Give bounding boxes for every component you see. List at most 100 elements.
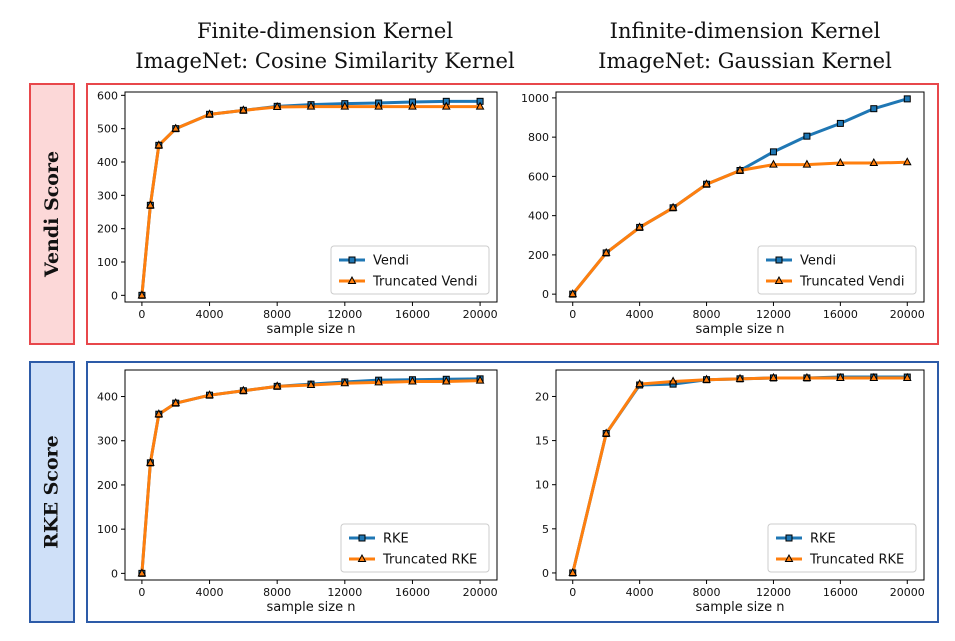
- data-point-triangle: [306, 101, 316, 110]
- data-point-triangle: [475, 101, 485, 110]
- x-tick-label: 8000: [693, 308, 721, 321]
- data-point-triangle: [441, 101, 451, 110]
- data-point-square: [769, 148, 777, 156]
- legend-label: Truncated RKE: [382, 553, 477, 568]
- data-point-triangle: [568, 567, 578, 576]
- legend-label: Truncated RKE: [809, 553, 904, 568]
- y-tick-label: 400: [97, 391, 118, 404]
- data-point-triangle: [306, 379, 316, 389]
- data-point-triangle: [146, 200, 155, 209]
- data-point-triangle: [171, 123, 181, 132]
- x-tick-label: 0: [569, 308, 576, 321]
- data-point-triangle: [340, 378, 350, 387]
- y-tick-label: 400: [528, 210, 549, 223]
- data-point-triangle: [137, 568, 147, 577]
- y-tick-label: 800: [528, 131, 549, 144]
- x-tick-label: 20000: [463, 586, 498, 599]
- x-tick-label: 12000: [756, 586, 791, 599]
- legend-marker-triangle: [347, 275, 357, 284]
- y-tick-label: 200: [97, 223, 118, 236]
- data-point-triangle: [205, 109, 214, 118]
- data-point-triangle: [635, 379, 644, 388]
- data-point-triangle: [802, 159, 812, 168]
- y-tick-label: 500: [97, 123, 118, 136]
- legend-marker-square: [775, 256, 783, 264]
- data-point-triangle: [146, 457, 155, 466]
- y-tick-label: 10: [535, 479, 549, 492]
- x-tick-label: 12000: [756, 308, 791, 321]
- y-tick-label: 300: [97, 189, 118, 202]
- data-point-triangle: [735, 165, 745, 174]
- column-title-infinite: Infinite-dimension Kernel ImageNet: Gaus…: [545, 16, 945, 76]
- legend-box: [767, 523, 917, 573]
- legend: Vendi Truncated Vendi: [757, 245, 917, 295]
- x-tick-label: 4000: [626, 308, 654, 321]
- y-tick-label: 400: [97, 156, 118, 169]
- legend-label: Truncated Vendi: [799, 275, 904, 290]
- data-point-triangle: [137, 290, 147, 299]
- x-tick-label: 4000: [626, 586, 654, 599]
- x-tick-label: 0: [569, 586, 576, 599]
- row-label-rke: RKE Score: [29, 361, 75, 623]
- data-point-triangle: [668, 202, 678, 211]
- data-point-triangle: [702, 179, 711, 188]
- data-point-triangle: [374, 377, 383, 386]
- data-point-triangle: [171, 398, 181, 407]
- data-point-triangle: [154, 409, 164, 418]
- x-axis-label: sample size n: [267, 322, 356, 337]
- x-tick-label: 0: [138, 308, 145, 321]
- x-tick-label: 4000: [196, 586, 224, 599]
- legend-label: RKE: [810, 532, 836, 547]
- x-axis-label: sample size n: [696, 322, 785, 337]
- x-tick-label: 20000: [463, 308, 498, 321]
- data-point-square: [803, 132, 811, 140]
- data-point-triangle: [802, 372, 812, 381]
- y-tick-label: 600: [528, 170, 549, 183]
- data-point-triangle: [902, 157, 912, 166]
- data-point-triangle: [374, 101, 383, 110]
- data-point-triangle: [869, 157, 879, 167]
- data-point-triangle: [272, 381, 282, 390]
- legend-marker-triangle: [357, 553, 367, 562]
- data-point-triangle: [239, 385, 248, 394]
- y-tick-label: 0: [111, 289, 118, 302]
- legend-marker-triangle: [784, 553, 794, 562]
- data-point-square: [870, 105, 878, 113]
- data-point-square: [903, 95, 911, 103]
- data-point-triangle: [408, 101, 417, 110]
- chart-vendi-cosine: 0 4000 8000 12000 16000 20000 0 100 200 300 400 500…: [97, 89, 498, 337]
- y-tick-label: 200: [528, 249, 549, 262]
- data-point-triangle: [340, 101, 350, 110]
- y-tick-label: 15: [535, 435, 549, 448]
- column-title-finite: Finite-dimension Kernel ImageNet: Cosine…: [120, 16, 530, 76]
- y-tick-label: 300: [97, 435, 118, 448]
- x-tick-label: 20000: [890, 308, 925, 321]
- row-label-rke-text: RKE Score: [41, 435, 63, 549]
- x-axis-label: sample size n: [267, 600, 356, 615]
- legend-box: [330, 245, 490, 295]
- x-axis-label: sample size n: [696, 600, 785, 615]
- x-tick-label: 16000: [823, 308, 858, 321]
- column-title-line: Finite-dimension Kernel: [196, 19, 454, 43]
- x-tick-label: 16000: [823, 586, 858, 599]
- data-point-triangle: [441, 376, 451, 385]
- row-frame-rke: [86, 361, 939, 623]
- row-label-vendi: Vendi Score: [29, 83, 75, 345]
- x-tick-label: 12000: [327, 308, 362, 321]
- data-point-triangle: [635, 222, 644, 231]
- column-title-line: Infinite-dimension Kernel: [609, 19, 881, 43]
- row-label-vendi-text: Vendi Score: [41, 150, 63, 278]
- legend-box: [757, 245, 917, 295]
- legend: Vendi Truncated Vendi: [330, 245, 490, 295]
- legend-marker-square: [358, 534, 366, 542]
- data-point-triangle: [568, 289, 578, 298]
- y-tick-label: 0: [542, 288, 549, 301]
- legend-label: Vendi: [800, 254, 836, 269]
- x-tick-label: 8000: [693, 586, 721, 599]
- y-tick-label: 20: [535, 390, 549, 403]
- x-tick-label: 0: [138, 586, 145, 599]
- data-point-triangle: [836, 157, 845, 167]
- y-tick-label: 0: [542, 567, 549, 580]
- data-point-square: [836, 119, 844, 127]
